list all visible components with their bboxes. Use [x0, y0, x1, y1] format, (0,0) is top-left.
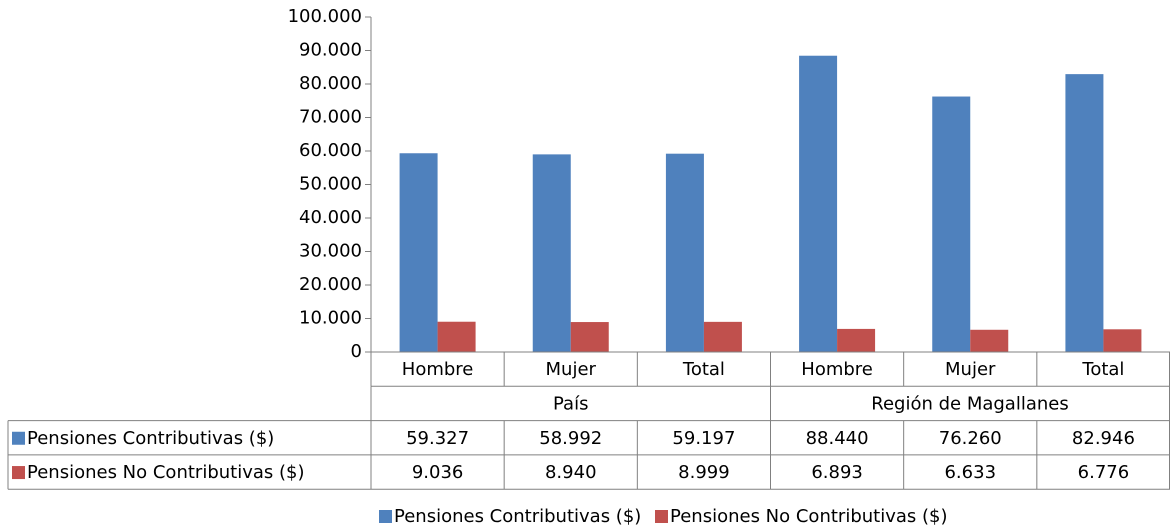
- y-tick-label: 20.000: [299, 274, 362, 295]
- y-tick-label: 10.000: [299, 308, 362, 329]
- legend-swatch: [379, 510, 392, 523]
- y-tick-label: 70.000: [299, 107, 362, 128]
- y-tick-label: 90.000: [299, 40, 362, 61]
- bar: [665, 153, 704, 352]
- bar: [1103, 329, 1142, 352]
- row-label: Pensiones Contributivas ($): [27, 428, 274, 449]
- table-value: 6.893: [811, 462, 863, 483]
- category-label: Total: [1081, 359, 1124, 380]
- table-value: 59.327: [406, 428, 469, 449]
- category-label: Total: [682, 359, 725, 380]
- bar: [837, 328, 876, 352]
- legend-swatch: [655, 510, 668, 523]
- row-label: Pensiones No Contributivas ($): [27, 462, 305, 483]
- bar: [532, 154, 571, 352]
- table-value: 88.440: [806, 428, 869, 449]
- table-value: 82.946: [1072, 428, 1135, 449]
- y-tick-label: 100.000: [288, 6, 362, 27]
- category-label: Mujer: [945, 359, 996, 380]
- bar: [437, 321, 476, 352]
- table-value: 58.992: [539, 428, 602, 449]
- bar: [970, 329, 1009, 352]
- category-label: Hombre: [801, 359, 873, 380]
- category-label: Mujer: [546, 359, 597, 380]
- bar: [799, 55, 838, 352]
- table-value: 9.036: [412, 462, 464, 483]
- table-value: 76.260: [939, 428, 1002, 449]
- bar: [570, 322, 609, 352]
- table-value: 6.776: [1078, 462, 1130, 483]
- y-tick-label: 40.000: [299, 207, 362, 228]
- legend-label: Pensiones Contributivas ($): [394, 506, 641, 527]
- table-value: 6.633: [944, 462, 996, 483]
- bar: [399, 153, 438, 352]
- category-label: Hombre: [402, 359, 474, 380]
- group-label: País: [553, 393, 588, 414]
- y-tick-label: 60.000: [299, 140, 362, 161]
- table-value: 8.999: [678, 462, 730, 483]
- table-swatch: [12, 431, 25, 445]
- bar: [703, 321, 742, 352]
- bar: [1065, 74, 1104, 353]
- legend-label: Pensiones No Contributivas ($): [670, 506, 948, 527]
- y-tick-label: 80.000: [299, 73, 362, 94]
- table-swatch: [12, 466, 25, 480]
- y-tick-label: 0: [351, 341, 362, 362]
- bar: [932, 96, 971, 353]
- table-value: 8.940: [545, 462, 597, 483]
- group-label: Región de Magallanes: [871, 393, 1068, 414]
- y-tick-label: 50.000: [299, 174, 362, 195]
- table-value: 59.197: [672, 428, 735, 449]
- y-tick-label: 30.000: [299, 241, 362, 262]
